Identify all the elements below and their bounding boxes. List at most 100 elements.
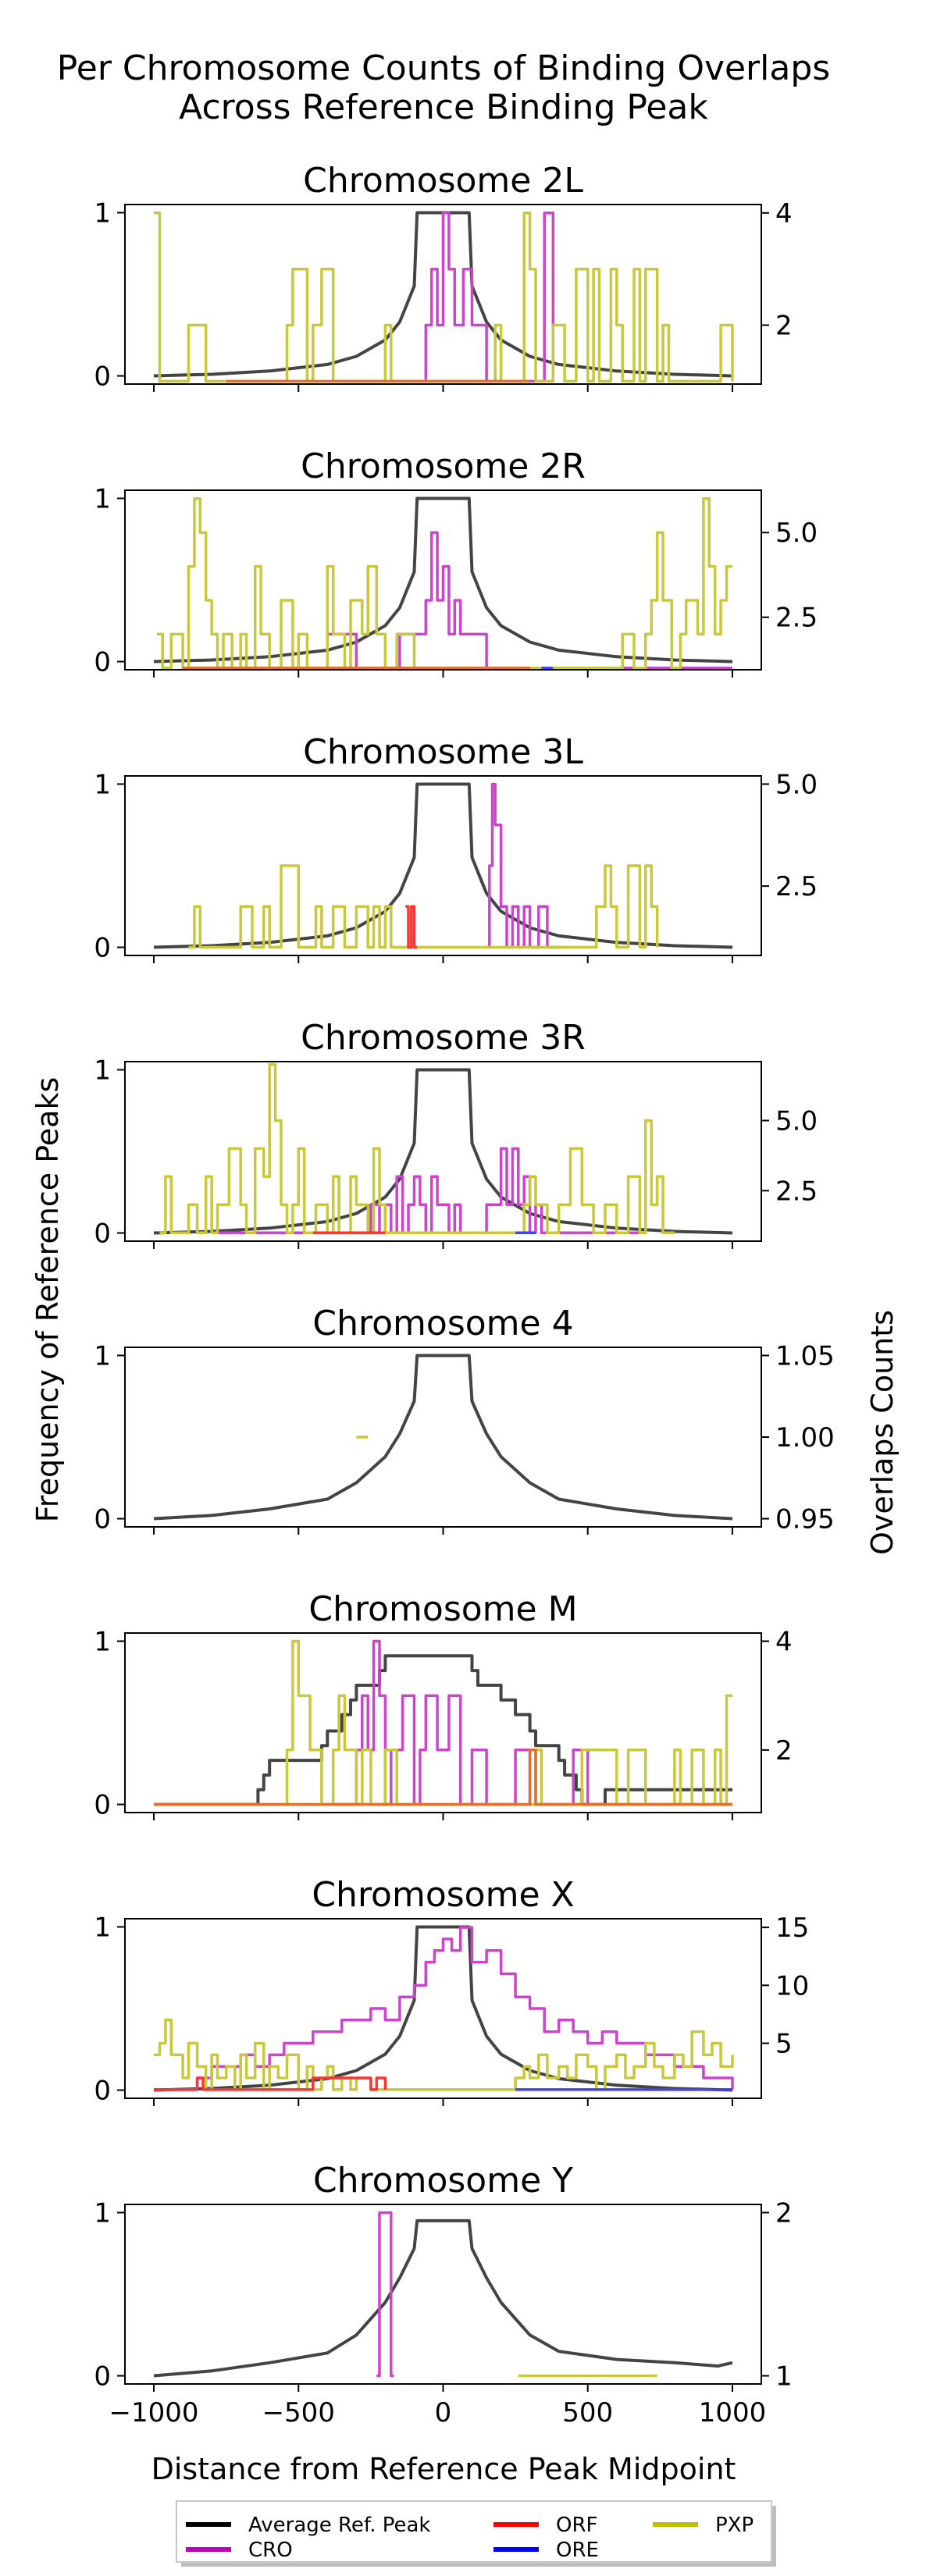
legend-label: ORF bbox=[556, 2514, 598, 2537]
series-group bbox=[153, 1925, 734, 2092]
series-group bbox=[153, 496, 733, 670]
panel-title: Chromosome M bbox=[308, 1589, 577, 1629]
left-tick-label: 1 bbox=[94, 483, 111, 514]
panel-chromosome-3l: Chromosome 3L 0 1 2.5 5.0 bbox=[94, 732, 818, 964]
legend-item-orf: ORF bbox=[493, 2514, 598, 2537]
panel-chromosome-2l: Chromosome 2L 0 1 2 4 bbox=[94, 161, 792, 393]
series-average-ref-peak bbox=[153, 1354, 733, 1521]
axes-frame bbox=[124, 1347, 762, 1528]
left-tick-label: 0 bbox=[94, 647, 111, 678]
series-pxp bbox=[159, 1062, 675, 1234]
series-pxp bbox=[156, 497, 732, 670]
legend-label: Average Ref. Peak bbox=[248, 2514, 430, 2537]
axes-frame bbox=[124, 1632, 762, 1813]
axes-frame bbox=[124, 2204, 762, 2385]
panel-title: Chromosome 3L bbox=[303, 732, 583, 772]
series-average-ref-peak bbox=[153, 2218, 733, 2378]
panel-title: Chromosome Y bbox=[313, 2161, 573, 2201]
series-cro bbox=[327, 1639, 732, 1806]
left-axis-label: Frequency of Reference Peaks bbox=[30, 1077, 65, 1523]
x-tick-label: 0 bbox=[435, 2397, 452, 2428]
series-average-ref-peak bbox=[153, 1925, 733, 2092]
x-tick-label: −1000 bbox=[109, 2397, 199, 2428]
right-tick-label: 4 bbox=[775, 1626, 793, 1657]
legend-item-cro: CRO bbox=[186, 2539, 293, 2562]
panel-title: Chromosome 2R bbox=[301, 447, 586, 486]
panel-chromosome-2r: Chromosome 2R 0 1 2.5 5.0 bbox=[94, 447, 818, 678]
figure-title-line2: Across Reference Binding Peak bbox=[179, 87, 708, 127]
left-tick-label: 1 bbox=[94, 1912, 111, 1943]
left-tick-label: 0 bbox=[94, 361, 111, 393]
axes-frame bbox=[124, 775, 762, 956]
panel-title: Chromosome X bbox=[312, 1875, 574, 1915]
right-tick-label: 5.0 bbox=[775, 518, 818, 549]
x-tick-label: 1000 bbox=[699, 2397, 767, 2428]
left-tick-label: 1 bbox=[94, 2197, 111, 2229]
right-tick-label: 2 bbox=[775, 1735, 793, 1767]
x-axis-label: Distance from Reference Peak Midpoint bbox=[151, 2452, 736, 2486]
left-tick-label: 1 bbox=[94, 1340, 111, 1372]
series-average-ref-peak bbox=[154, 1654, 732, 1806]
series-group bbox=[153, 211, 734, 383]
panel-chromosome-m: Chromosome M 0 1 2 4 bbox=[94, 1589, 792, 1821]
series-cro bbox=[154, 1926, 734, 2091]
right-tick-label: 4 bbox=[775, 198, 793, 229]
right-tick-label: 5.0 bbox=[775, 1105, 818, 1137]
left-tick-label: 0 bbox=[94, 933, 111, 964]
right-tick-label: 15 bbox=[775, 1912, 809, 1944]
panel-chromosome-4: Chromosome 4 0 1 0.95 1.00 1.05 bbox=[94, 1304, 834, 1535]
legend-item-pxp: PXP bbox=[653, 2514, 754, 2537]
left-tick-label: 0 bbox=[94, 1790, 111, 1821]
series-pxp bbox=[154, 1639, 732, 1806]
figure-title-line1: Per Chromosome Counts of Binding Overlap… bbox=[57, 48, 830, 88]
legend-label: CRO bbox=[248, 2539, 293, 2562]
x-tick-label: −500 bbox=[262, 2397, 335, 2428]
panel-title: Chromosome 3R bbox=[301, 1018, 586, 1058]
right-tick-label: 5 bbox=[775, 2029, 793, 2060]
right-tick-label: 2.5 bbox=[775, 603, 818, 634]
series-group bbox=[154, 1639, 732, 1806]
panel-title: Chromosome 4 bbox=[312, 1304, 573, 1343]
series-orf bbox=[405, 905, 418, 949]
series-group bbox=[153, 1354, 733, 1521]
x-tick-label: 500 bbox=[562, 2397, 613, 2428]
series-cro bbox=[376, 2211, 394, 2378]
series-orf bbox=[154, 1749, 732, 1806]
legend-label: PXP bbox=[715, 2514, 754, 2537]
right-tick-label: 5.0 bbox=[775, 769, 818, 800]
series-cro bbox=[212, 1147, 646, 1234]
right-tick-label: 1.00 bbox=[775, 1422, 835, 1453]
series-pxp bbox=[188, 864, 659, 949]
series-group bbox=[153, 1062, 733, 1235]
right-axis-label: Overlaps Counts bbox=[865, 1310, 900, 1555]
series-average-ref-peak bbox=[153, 496, 733, 664]
legend-box bbox=[176, 2500, 772, 2563]
series-average-ref-peak bbox=[153, 782, 733, 949]
series-cro bbox=[486, 782, 559, 949]
right-tick-label: 0.95 bbox=[775, 1504, 835, 1535]
series-group bbox=[153, 782, 733, 949]
panel-title: Chromosome 2L bbox=[303, 161, 583, 201]
right-tick-label: 2 bbox=[775, 311, 793, 342]
right-tick-label: 2.5 bbox=[775, 1176, 818, 1207]
right-tick-label: 1.05 bbox=[775, 1340, 835, 1372]
left-tick-label: 0 bbox=[94, 1504, 111, 1535]
panel-chromosome-y: Chromosome Y 0 1 1 2 −1000 −500 0 500 1000 bbox=[94, 2161, 792, 2428]
left-tick-label: 1 bbox=[94, 769, 111, 800]
right-tick-label: 10 bbox=[775, 1970, 809, 2001]
panel-chromosome-3r: Chromosome 3R 0 1 2.5 5.0 bbox=[94, 1018, 818, 1250]
right-tick-label: 1 bbox=[775, 2361, 793, 2393]
axes-frame bbox=[124, 1061, 762, 1242]
right-tick-label: 2.5 bbox=[775, 871, 818, 902]
series-average-ref-peak bbox=[153, 1068, 733, 1235]
left-tick-label: 1 bbox=[94, 1626, 111, 1657]
series-group bbox=[153, 2211, 733, 2378]
right-tick-label: 2 bbox=[775, 2197, 793, 2229]
legend-label: ORE bbox=[556, 2539, 599, 2562]
legend-item-average-ref-peak: Average Ref. Peak bbox=[186, 2514, 430, 2537]
left-tick-label: 0 bbox=[94, 2361, 111, 2393]
